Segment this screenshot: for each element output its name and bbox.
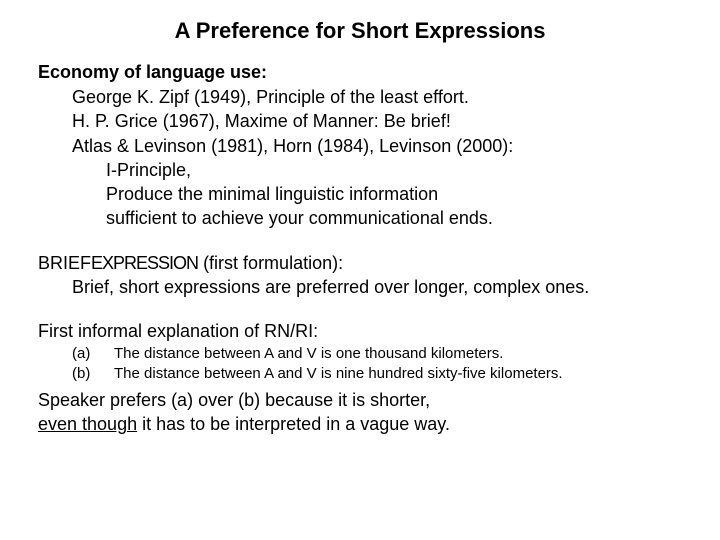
body-line: even though it has to be interpreted in … xyxy=(38,412,682,436)
example-row: (a) The distance between A and V is one … xyxy=(72,344,682,364)
body-line: Brief, short expressions are preferred o… xyxy=(72,275,682,299)
section-heading: First informal explanation of RN/RI: xyxy=(38,319,682,343)
body-line: Atlas & Levinson (1981), Horn (1984), Le… xyxy=(72,134,682,158)
body-line: George K. Zipf (1949), Principle of the … xyxy=(72,85,682,109)
heading-part: EXPRESSION xyxy=(91,253,198,273)
example-row: (b) The distance between A and V is nine… xyxy=(72,364,682,384)
body-line: Speaker prefers (a) over (b) because it … xyxy=(38,388,682,412)
body-line: Produce the minimal linguistic informati… xyxy=(106,182,682,206)
body-line: H. P. Grice (1967), Maxime of Manner: Be… xyxy=(72,109,682,133)
slide-title: A Preference for Short Expressions xyxy=(98,18,622,44)
section-economy: Economy of language use: George K. Zipf … xyxy=(38,62,682,231)
example-text: The distance between A and V is nine hun… xyxy=(114,364,563,384)
example-label: (b) xyxy=(72,364,114,384)
slide: A Preference for Short Expressions Econo… xyxy=(0,0,720,475)
section-heading: BRIEFEXPRESSION (first formulation): xyxy=(38,251,682,275)
underlined-text: even though xyxy=(38,414,137,434)
body-line: sufficient to achieve your communication… xyxy=(106,206,682,230)
body-line: I-Principle, xyxy=(106,158,682,182)
section-brief-expression: BRIEFEXPRESSION (first formulation): Bri… xyxy=(38,251,682,300)
body-text: it has to be interpreted in a vague way. xyxy=(137,414,450,434)
example-label: (a) xyxy=(72,344,114,364)
example-text: The distance between A and V is one thou… xyxy=(114,344,503,364)
heading-tail: (first formulation): xyxy=(198,253,343,273)
section-informal-explanation: First informal explanation of RN/RI: (a)… xyxy=(38,319,682,436)
heading-part: BRIEF xyxy=(38,253,91,273)
section-heading: Economy of language use: xyxy=(38,62,682,83)
